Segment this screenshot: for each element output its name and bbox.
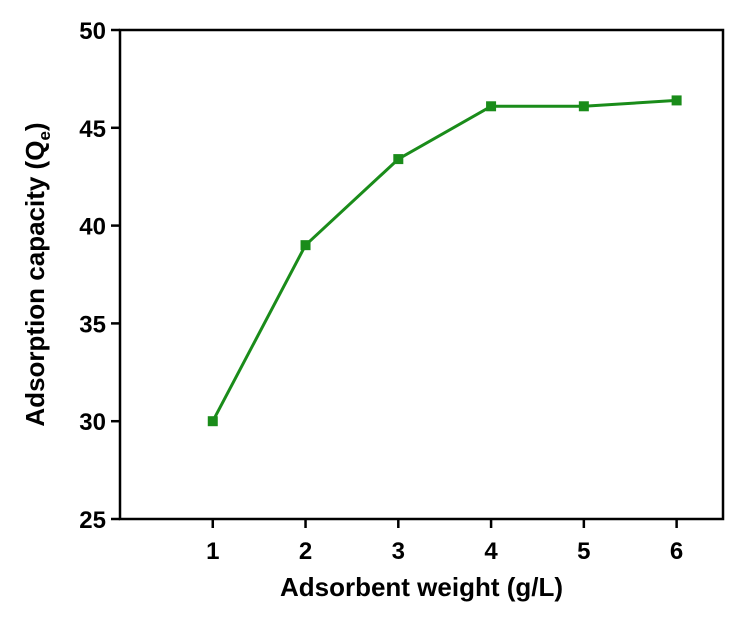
- y-axis-title-close: ): [20, 122, 50, 131]
- x-tick-label: 1: [206, 538, 219, 565]
- data-point: [300, 240, 311, 251]
- series-line: [211, 98, 677, 422]
- x-tick-label: 2: [299, 538, 312, 565]
- series: [207, 95, 682, 427]
- y-tick-label: 45: [79, 116, 106, 143]
- y-tick-label: 30: [79, 409, 106, 436]
- y-tick-label: 50: [79, 18, 106, 45]
- data-point: [578, 101, 589, 112]
- x-tick-label: 3: [392, 538, 405, 565]
- plot-frame: [118, 28, 725, 521]
- data-point: [671, 95, 682, 106]
- x-tick-label: 6: [670, 538, 683, 565]
- y-tick-label: 35: [79, 311, 106, 338]
- x-axis-title: Adsorbent weight (g/L): [280, 572, 563, 602]
- data-point: [486, 101, 497, 112]
- data-point: [207, 416, 218, 427]
- y-axis-title: Adsorption capacity (Qe): [20, 122, 54, 426]
- x-tick-label: 5: [577, 538, 590, 565]
- axes: [118, 28, 725, 521]
- y-axis-title-subscript: e: [35, 131, 54, 140]
- y-tick-label: 25: [79, 507, 106, 534]
- y-axis-title-main: Adsorption capacity (Q: [20, 141, 50, 427]
- x-tick-label: 4: [484, 538, 498, 565]
- y-tick-label: 40: [79, 214, 106, 241]
- data-point: [393, 154, 404, 165]
